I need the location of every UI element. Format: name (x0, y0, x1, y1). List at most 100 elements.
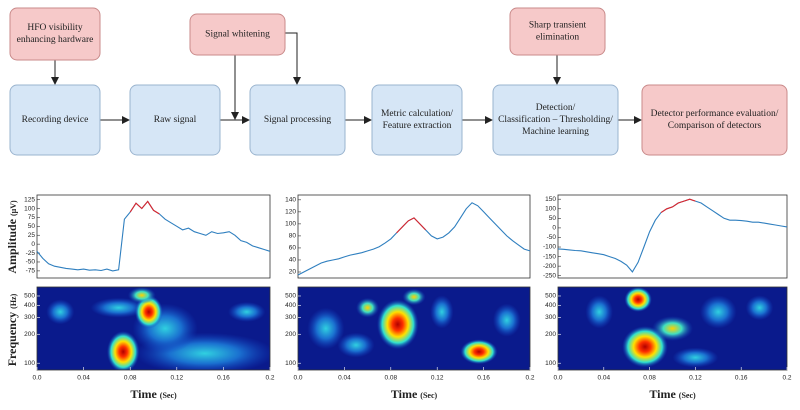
y-tick-label: 300 (545, 314, 556, 321)
y-tick-label: 100 (24, 205, 35, 212)
flowchart: HFO visibility enhancing hardware Signal w… (9, 7, 788, 156)
axis-label-unit: (Sec) (160, 391, 177, 400)
spectral-blob (672, 347, 719, 368)
y-tick-label: 400 (545, 302, 556, 309)
y-tick-label: 200 (24, 331, 35, 338)
spectral-blob (307, 307, 345, 350)
node-label: Sharp transient (529, 21, 587, 31)
signal-line (129, 200, 160, 215)
plot-frame (36, 286, 271, 371)
y-tick-label: 500 (285, 293, 296, 300)
axis-label: Frequency (Hz) (5, 293, 19, 366)
node-label: Signal whitening (205, 30, 270, 40)
spectral-blob (585, 295, 613, 329)
y-tick-label: -75 (26, 268, 36, 275)
spectral-blob (745, 295, 774, 321)
y-tick-label: 300 (285, 314, 296, 321)
spectral-blob (699, 295, 737, 329)
x-tick-label: 0.0 (553, 375, 562, 382)
spectral-blob (46, 299, 75, 325)
node-label: Detector performance evaluation/ (651, 108, 779, 119)
x-tick-label: 0.2 (782, 375, 791, 382)
x-tick-label: 0.04 (77, 375, 90, 382)
y-tick-label: 100 (24, 360, 35, 367)
spectrogram-image (585, 287, 774, 368)
spectral-blob (430, 295, 454, 329)
node-label: Classification – Thresholding/ (498, 114, 613, 125)
plot-frame (297, 194, 531, 279)
y-tick-label: 100 (545, 205, 556, 212)
y-tick-label: -250 (543, 272, 556, 279)
y-tick-label: 0 (31, 241, 35, 248)
node-label: Recording device (22, 115, 89, 125)
axis-label: Time (Sec) (391, 387, 438, 401)
spectral-blob (127, 287, 156, 304)
y-tick-label: -150 (543, 253, 556, 260)
node-label: Raw signal (154, 115, 197, 125)
x-tick-label: 0.12 (689, 375, 702, 382)
x-tick-label: 0.2 (265, 375, 274, 382)
node-label: Metric calculation/ (381, 109, 453, 119)
y-tick-label: 500 (545, 293, 556, 300)
axis-label-unit: (Hz) (9, 293, 18, 308)
y-tick-label: 400 (285, 302, 296, 309)
axis-label-text: Amplitude (5, 218, 19, 273)
y-tick-label: 200 (285, 331, 296, 338)
y-tick-label: 140 (285, 197, 296, 204)
y-tick-label: 50 (28, 223, 36, 230)
spectral-blob (402, 288, 426, 306)
y-tick-label: 20 (289, 269, 297, 276)
flow-node: Sharp transient elimination (509, 7, 606, 56)
x-tick-label: 0.12 (431, 375, 444, 382)
axis-label-unit: (Sec) (420, 391, 437, 400)
flow-node: Metric calculation/Feature extraction (371, 84, 463, 156)
y-tick-label: -50 (547, 234, 557, 241)
node-label: HFO visibility (27, 23, 82, 33)
node-label: Comparison of detectors (668, 120, 762, 131)
spectral-blob (376, 299, 419, 350)
spectral-blob (337, 332, 375, 358)
arrow (285, 32, 301, 85)
axis-label: Amplitude (μV) (5, 200, 19, 274)
x-tick-label: 0.04 (338, 375, 351, 382)
node-label: Feature extraction (383, 121, 452, 131)
x-tick-label: 0.08 (124, 375, 137, 382)
node-box (371, 84, 463, 156)
axis-label-unit: (μV) (9, 200, 18, 216)
node-box (9, 7, 101, 61)
x-tick-label: 0.04 (597, 375, 610, 382)
axis-label-unit: (Sec) (679, 391, 696, 400)
spectrogram-image (307, 288, 521, 365)
spectral-blob (622, 326, 668, 368)
x-tick-label: 0.08 (384, 375, 397, 382)
y-tick-label: 100 (285, 360, 296, 367)
y-tick-label: 60 (289, 245, 297, 252)
flow-node: Signal processing (249, 84, 346, 156)
y-tick-label: 125 (24, 196, 35, 203)
node-box (129, 84, 221, 156)
node-label: enhancing hardware (17, 35, 94, 45)
node-box (9, 84, 101, 156)
node-box (492, 84, 619, 156)
node-label: elimination (536, 33, 580, 43)
spectral-blob (624, 287, 652, 312)
x-tick-label: 0.16 (735, 375, 748, 382)
x-tick-label: 0.12 (170, 375, 183, 382)
y-tick-label: -200 (543, 263, 556, 270)
spectral-blob (90, 297, 147, 318)
spectral-blob (651, 316, 694, 341)
node-label: Detection/ (536, 103, 576, 113)
y-tick-label: -100 (543, 244, 556, 251)
node-box (509, 7, 606, 56)
plot-frame (557, 286, 788, 371)
signal-line (660, 198, 696, 214)
signal-line (396, 217, 426, 234)
y-tick-label: 100 (545, 360, 556, 367)
spectral-blob (356, 297, 380, 318)
y-tick-label: -25 (26, 250, 36, 257)
y-tick-label: 80 (289, 233, 297, 240)
axis-label-text: Time (649, 387, 676, 401)
plot-frame (557, 194, 788, 279)
y-tick-label: -50 (26, 259, 36, 266)
